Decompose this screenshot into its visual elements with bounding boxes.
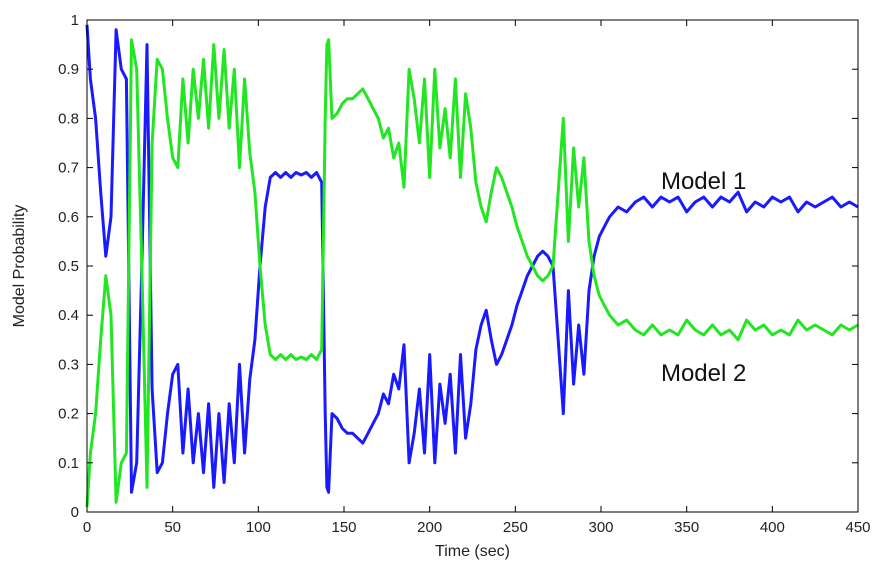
x-tick-label: 300 — [588, 519, 613, 536]
x-tick-label: 250 — [503, 519, 528, 536]
y-tick-label: 0.5 — [58, 258, 79, 275]
x-tick-label: 100 — [246, 519, 271, 536]
y-tick-label: 1 — [71, 12, 79, 29]
x-tick-label: 450 — [845, 519, 870, 536]
y-tick-label: 0.2 — [58, 406, 79, 423]
y-tick-label: 0.1 — [58, 455, 79, 472]
series-line-1 — [85, 24, 859, 494]
y-tick-label: 0.4 — [58, 307, 79, 324]
x-tick-label: 200 — [417, 519, 442, 536]
x-tick-label: 400 — [760, 519, 785, 536]
y-tick-label: 0.6 — [58, 209, 79, 226]
annotation-model-1: Model 1 — [661, 168, 746, 195]
y-tick-label: 0.8 — [58, 110, 79, 127]
x-axis-title: Time (sec) — [435, 543, 510, 560]
x-tick-label: 0 — [83, 519, 91, 536]
series-line-2 — [85, 38, 859, 508]
ticks-layer: 0 50 100 150 200 250 300 350 400 450 0 0.1 0.2 0.3 0.4… — [58, 12, 870, 536]
series-layer — [85, 24, 859, 508]
y-tick-label: 0.3 — [58, 356, 79, 373]
x-tick-label: 150 — [331, 519, 356, 536]
y-tick-label: 0.7 — [58, 160, 79, 177]
x-tick-label: 50 — [164, 519, 181, 536]
annotation-model-2: Model 2 — [661, 360, 746, 387]
x-tick-label: 350 — [674, 519, 699, 536]
y-tick-label: 0 — [71, 504, 79, 521]
y-tick-label: 0.9 — [58, 61, 79, 78]
y-axis-title: Model Probability — [11, 205, 28, 328]
plot-frame — [86, 19, 859, 513]
